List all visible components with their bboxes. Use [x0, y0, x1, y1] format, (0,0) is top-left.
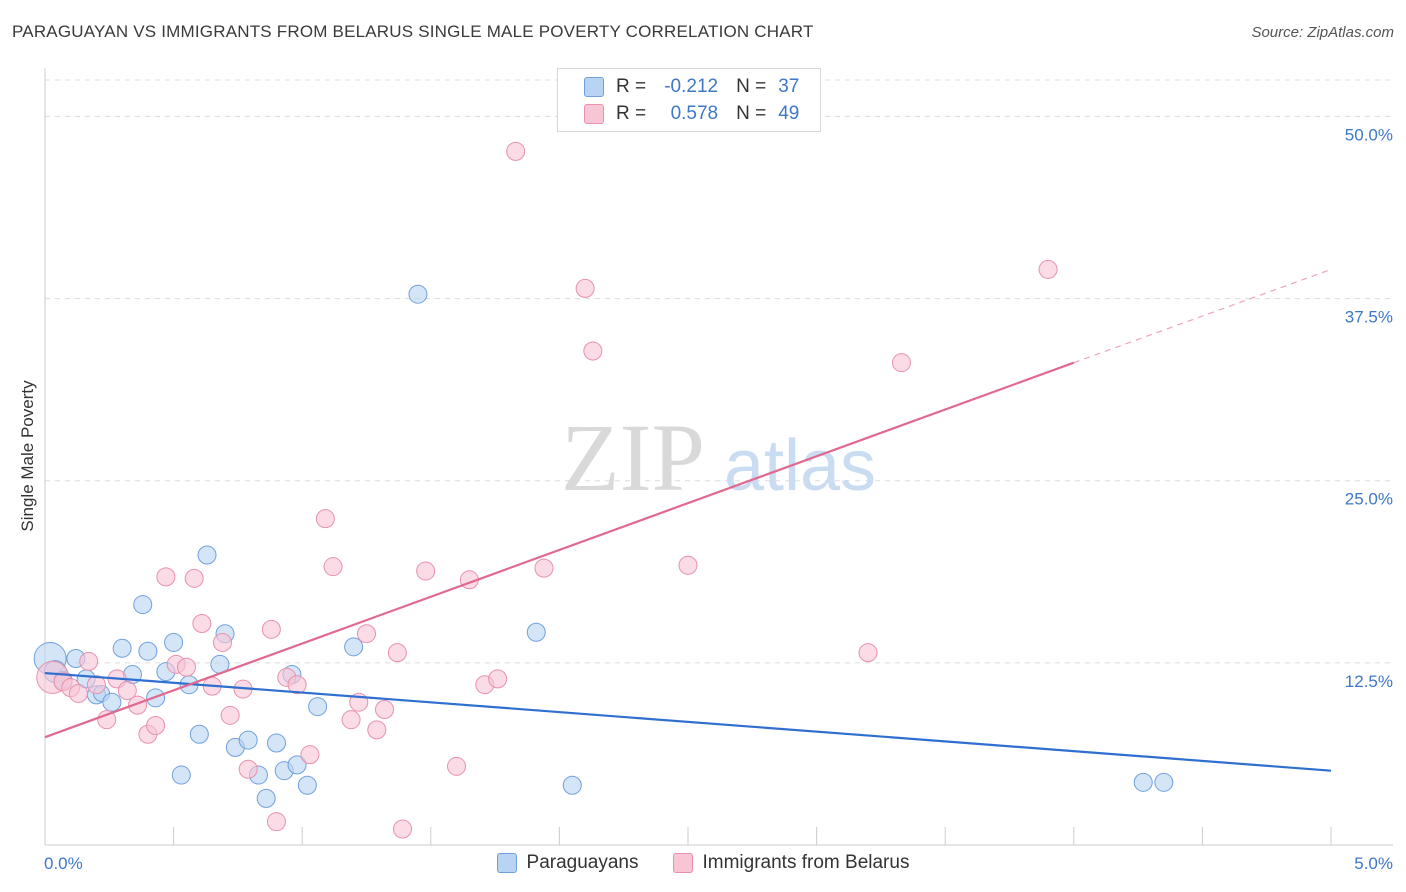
legend-n-label: N =	[736, 103, 767, 124]
paraguayans-point	[197, 545, 217, 565]
source-label: Source: ZipAtlas.com	[1251, 24, 1394, 41]
legend-r-value: 0.578	[670, 103, 719, 124]
legend-n-value: 49	[778, 103, 800, 124]
belarus-point	[315, 509, 335, 529]
paraguayans-point	[112, 638, 132, 658]
belarus-point	[341, 710, 361, 730]
legend-swatch-pink	[672, 853, 693, 873]
belarus-point	[447, 756, 467, 776]
belarus-point	[506, 141, 526, 161]
belarus-point	[184, 568, 204, 588]
series-legend: Paraguayans Immigrants from Belarus	[0, 852, 1406, 874]
belarus-point	[488, 669, 508, 689]
x-tick-label: 5.0%	[1354, 854, 1393, 873]
legend-label: Paraguayans	[526, 852, 639, 873]
paraguayans-point	[1133, 772, 1153, 792]
paraguayans-point	[256, 788, 276, 808]
watermark-atlas: atlas	[724, 426, 876, 506]
belarus-trend-line	[44, 361, 1075, 739]
grid-lines	[45, 79, 1393, 664]
belarus-point	[300, 745, 320, 765]
watermark: ZIP atlas	[561, 404, 876, 511]
belarus-point	[678, 555, 698, 575]
belarus-point	[575, 278, 595, 298]
belarus-point	[1038, 259, 1058, 279]
paraguayans-point	[297, 775, 317, 795]
trend-lines	[44, 268, 1332, 772]
belarus-point	[357, 624, 376, 644]
data-points	[33, 141, 1174, 839]
belarus-point	[212, 632, 232, 652]
legend-row-belarus: R = 0.578 N = 49	[584, 102, 799, 126]
paraguayans-point	[308, 697, 328, 717]
legend-swatch-blue	[584, 77, 604, 97]
legend-row-paraguayans: R = -0.212 N = 37	[584, 75, 799, 99]
tick-labels: 12.5% 25.0% 37.5% 50.0% 0.0% 5.0%	[44, 125, 1393, 873]
belarus-point	[261, 619, 281, 639]
legend-r-label: R =	[616, 103, 647, 124]
belarus-point	[176, 657, 196, 677]
y-tick-label: 50.0%	[1345, 125, 1393, 144]
belarus-point	[128, 695, 148, 715]
legend-item-paraguayans[interactable]: Paraguayans	[496, 852, 639, 874]
paraguayans-point	[344, 637, 364, 657]
belarus-point	[393, 819, 413, 839]
paraguayans-point	[266, 733, 286, 753]
paraguayans-point	[1154, 772, 1174, 792]
legend-item-belarus[interactable]: Immigrants from Belarus	[672, 852, 910, 874]
belarus-point	[192, 614, 212, 634]
paraguayans-point	[408, 284, 428, 304]
watermark-zip: ZIP	[561, 404, 705, 511]
paraguayans-point	[133, 595, 153, 615]
belarus-point	[79, 651, 99, 671]
belarus-point	[86, 675, 106, 695]
belarus-point	[156, 567, 176, 587]
belarus-point	[238, 759, 258, 779]
belarus-point	[367, 720, 387, 740]
belarus-point	[117, 681, 137, 701]
chart-title: PARAGUAYAN VS IMMIGRANTS FROM BELARUS SI…	[12, 22, 814, 41]
belarus-point	[287, 675, 307, 695]
belarus-point	[891, 353, 911, 373]
belarus-point	[858, 643, 878, 663]
belarus-point	[534, 558, 554, 578]
paraguayans-point	[164, 632, 184, 652]
x-tick-label: 0.0%	[44, 854, 83, 873]
y-tick-label: 25.0%	[1345, 490, 1393, 509]
belarus-point	[146, 716, 166, 736]
belarus-trend-extension	[1073, 268, 1332, 364]
paraguayans-point	[138, 641, 158, 661]
belarus-point	[375, 699, 395, 719]
paraguayans-point	[189, 724, 209, 744]
y-tick-label: 12.5%	[1345, 672, 1393, 691]
belarus-point	[323, 557, 343, 577]
belarus-point	[583, 341, 603, 361]
belarus-point	[416, 561, 436, 581]
belarus-point	[266, 812, 286, 832]
legend-n-value: 37	[778, 76, 800, 97]
paraguayans-point	[562, 775, 582, 795]
paraguayans-point	[102, 692, 122, 712]
paraguayans-point	[171, 765, 191, 785]
correlation-legend: R = -0.212 N = 37 R = 0.578 N = 49	[557, 68, 821, 132]
y-tick-label: 37.5%	[1345, 308, 1393, 327]
belarus-point	[387, 643, 407, 663]
belarus-point	[220, 705, 240, 725]
legend-n-label: N =	[736, 76, 767, 97]
legend-label: Immigrants from Belarus	[702, 852, 910, 873]
belarus-point	[68, 683, 88, 703]
legend-swatch-blue	[496, 853, 517, 873]
axes	[44, 68, 1393, 846]
paraguayans-point	[238, 730, 258, 750]
paraguayans-point	[526, 622, 546, 642]
legend-swatch-pink	[584, 104, 604, 124]
paraguayans-trend-line	[44, 671, 1332, 772]
legend-r-value: -0.212	[664, 76, 719, 97]
legend-r-label: R =	[616, 76, 647, 97]
paraguayans-point	[287, 755, 307, 775]
